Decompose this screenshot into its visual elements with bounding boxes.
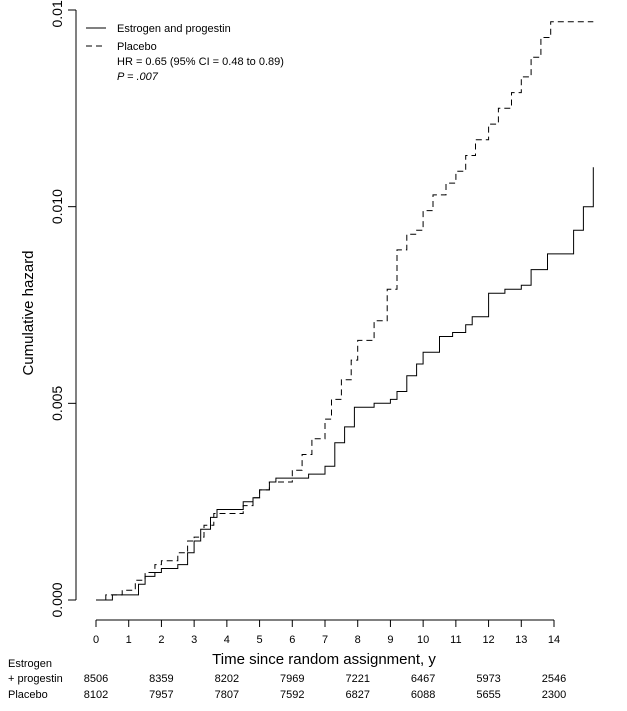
- legend-label-placebo: Placebo: [117, 41, 157, 53]
- x-tick-label: 1: [126, 634, 132, 646]
- risk-row-label-placebo: Placebo: [8, 689, 48, 701]
- x-tick-label: 2: [158, 634, 164, 646]
- y-axis-label: Cumulative hazard: [20, 250, 37, 375]
- x-tick-label: 7: [322, 634, 328, 646]
- risk-value-estrogen-progestin: 7221: [345, 673, 369, 685]
- x-tick-label: 11: [450, 634, 461, 646]
- p-value-annotation: P = .007: [117, 71, 159, 83]
- risk-value-estrogen-progestin: 8202: [215, 673, 239, 685]
- risk-value-placebo: 6827: [345, 689, 369, 701]
- risk-row-label-estrogen-line2: + progestin: [8, 673, 63, 685]
- x-tick-label: 3: [191, 634, 197, 646]
- y-tick-label: 0.010: [49, 189, 65, 224]
- y-tick-label: 0.015: [49, 0, 65, 28]
- risk-value-placebo: 5655: [476, 689, 500, 701]
- risk-value-estrogen-progestin: 8359: [149, 673, 173, 685]
- risk-value-estrogen-progestin: 2546: [542, 673, 566, 685]
- x-ticks: 0 1 2 3 4 5 6 7 8 9 10 11 12 13 14: [93, 620, 560, 646]
- x-tick-label: 9: [387, 634, 393, 646]
- risk-value-placebo: 6088: [411, 689, 435, 701]
- x-tick-label: 6: [289, 634, 295, 646]
- risk-value-placebo: 8102: [84, 689, 108, 701]
- risk-value-estrogen-progestin: 6467: [411, 673, 435, 685]
- series-layer: [96, 21, 594, 601]
- risk-value-estrogen-progestin: 7969: [280, 673, 304, 685]
- series-line-placebo: [96, 21, 594, 601]
- risk-value-placebo: 7807: [215, 689, 239, 701]
- x-tick-label: 12: [482, 634, 494, 646]
- x-axis-label: Time since random assignment, y: [212, 651, 436, 668]
- y-tick-label: 0.005: [49, 386, 65, 421]
- risk-row-label-estrogen-line1: Estrogen: [8, 658, 52, 670]
- series-line-estrogen-progestin: [96, 167, 594, 601]
- risk-value-estrogen-progestin: 8506: [84, 673, 108, 685]
- x-tick-label: 8: [355, 634, 361, 646]
- risk-table: Estrogen + progestin Placebo 8506 8359 820…: [8, 658, 566, 701]
- y-ticks: 0.000 0.005 0.010 0.015: [49, 0, 76, 618]
- y-tick-label: 0.000: [49, 582, 65, 617]
- risk-values: 8506 8359 8202 7969 7221 6467 5973 2546 8102 7957…: [84, 673, 566, 701]
- risk-value-placebo: 2300: [542, 689, 566, 701]
- legend-label-estrogen-progestin: Estrogen and progestin: [117, 23, 231, 35]
- x-tick-label: 4: [224, 634, 230, 646]
- x-tick-label: 14: [548, 634, 560, 646]
- x-tick-label: 13: [515, 634, 527, 646]
- x-tick-label: 0: [93, 634, 99, 646]
- legend: Estrogen and progestin Placebo HR = 0.65…: [86, 23, 284, 83]
- x-tick-label: 10: [417, 634, 429, 646]
- risk-value-placebo: 7592: [280, 689, 304, 701]
- plot-frame: [75, 10, 554, 621]
- x-tick-label: 5: [257, 634, 263, 646]
- risk-value-estrogen-progestin: 5973: [476, 673, 500, 685]
- hazard-ratio-annotation: HR = 0.65 (95% CI = 0.48 to 0.89): [117, 56, 284, 68]
- risk-value-placebo: 7957: [149, 689, 173, 701]
